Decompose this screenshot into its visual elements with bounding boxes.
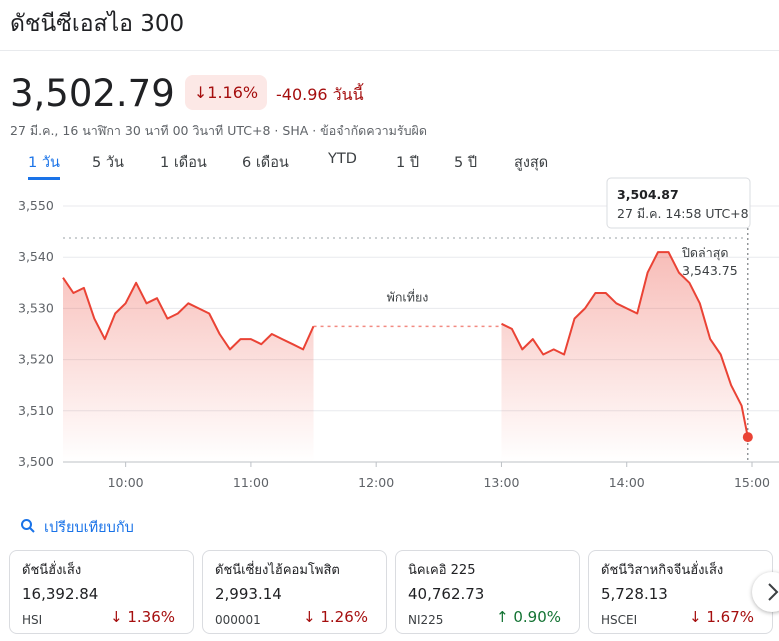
- change-value: -40.96: [276, 85, 328, 104]
- previous-close-value: 3,543.75: [682, 263, 738, 278]
- y-tick-label: 3,500: [18, 454, 54, 469]
- card-value: 40,762.73: [408, 585, 485, 603]
- card-change: ↓ 1.67%: [689, 608, 754, 626]
- card-change: ↑ 0.90%: [496, 608, 561, 626]
- tab[interactable]: สูงสุด: [514, 155, 549, 171]
- area: [63, 252, 748, 462]
- card[interactable]: ดัชนีฮั่งเส็ง 16,392.84 HSI ↓ 1.36%: [9, 550, 194, 634]
- card-name: นิคเคอิ 225: [408, 563, 476, 578]
- title: ดัชนีซีเอสไอ 300: [10, 11, 185, 37]
- card[interactable]: ดัชนีเซี่ยงไฮ้คอมโพสิต 2,993.14 000001 ↓ 1.…: [202, 550, 387, 634]
- change-badge: ↓1.16%: [185, 75, 267, 110]
- tooltip-time: 27 มี.ค. 14:58 UTC+8: [617, 206, 749, 221]
- card-value: 5,728.13: [601, 585, 668, 603]
- card-change-value: 0.90%: [513, 608, 561, 626]
- change: -40.96 วันนี้: [276, 83, 364, 108]
- meta: 27 มี.ค., 16 นาฬิกา 30 นาที 00 วินาที UT…: [10, 123, 427, 138]
- card-change-value: 1.26%: [320, 608, 368, 626]
- tab[interactable]: YTD: [328, 151, 357, 167]
- card-code: HSI: [22, 613, 43, 627]
- tab[interactable]: 1 วัน: [28, 151, 60, 180]
- card-name: ดัชนีวิสาหกิจจีนฮั่งเส็ง: [601, 563, 724, 578]
- card-change: ↓ 1.26%: [303, 608, 368, 626]
- point: [742, 432, 753, 443]
- tab[interactable]: 1 ปี: [396, 155, 420, 171]
- previous-close-label: ปิดล่าสุด: [682, 245, 729, 261]
- x-tick-label: 12:00: [358, 475, 394, 490]
- card-code: NI225: [408, 613, 444, 627]
- y-tick-label: 3,520: [18, 352, 54, 367]
- break-label: พักเที่ยง: [387, 288, 429, 304]
- card-change-value: 1.36%: [127, 608, 175, 626]
- search-icon: [21, 519, 35, 533]
- line: [62, 251, 749, 438]
- compare[interactable]: เปรียบเทียบกับ: [20, 516, 134, 539]
- card-change-value: 1.67%: [706, 608, 754, 626]
- change-period: วันนี้: [332, 85, 364, 104]
- y-tick-label: 3,510: [18, 403, 54, 418]
- x-tick-label: 11:00: [233, 475, 269, 490]
- card-value: 2,993.14: [215, 585, 282, 603]
- card[interactable]: นิคเคอิ 225 40,762.73 NI225 ↑ 0.90%: [395, 550, 580, 634]
- x-tick-label: 14:00: [609, 475, 645, 490]
- card-value: 16,392.84: [22, 585, 99, 603]
- tabs: 1 วัน 5 วัน 1 เดือน 6 เดือน YTD 1 ปี 5 ปี สูงสุ…: [0, 151, 779, 180]
- tooltip-value: 3,504.87: [617, 187, 679, 202]
- card[interactable]: ดัชนีวิสาหกิจจีนฮั่งเส็ง 5,728.13 HSCEI ↓ 1…: [588, 550, 773, 634]
- chart: 3,500 3,510 3,520 3,530 3,540 3,550 10:00 11:00…: [18, 177, 779, 490]
- tab[interactable]: 6 เดือน: [242, 155, 289, 171]
- tab[interactable]: 1 เดือน: [160, 155, 207, 171]
- x-tick-label: 15:00: [734, 475, 770, 490]
- next-button[interactable]: [752, 572, 779, 612]
- card-change: ↓ 1.36%: [110, 608, 175, 626]
- price: 3,502.79: [10, 72, 175, 115]
- change-percent: 1.16%: [207, 83, 259, 102]
- x-tick-label: 10:00: [108, 475, 144, 490]
- y-tick-label: 3,540: [18, 249, 54, 264]
- card-name: ดัชนีเซี่ยงไฮ้คอมโพสิต: [215, 563, 340, 578]
- tab[interactable]: 5 วัน: [92, 155, 124, 171]
- separator: [0, 50, 779, 51]
- card-code: 000001: [215, 613, 261, 627]
- x-tick-label: 13:00: [483, 475, 519, 490]
- tab[interactable]: 5 ปี: [454, 155, 478, 171]
- tooltip: [606, 177, 751, 229]
- card-name: ดัชนีฮั่งเส็ง: [22, 563, 82, 578]
- card-code: HSCEI: [601, 613, 638, 627]
- y-tick-label: 3,550: [18, 198, 54, 213]
- compare-label: เปรียบเทียบกับ: [44, 520, 134, 536]
- chevron: [768, 583, 779, 601]
- y-tick-label: 3,530: [18, 300, 54, 315]
